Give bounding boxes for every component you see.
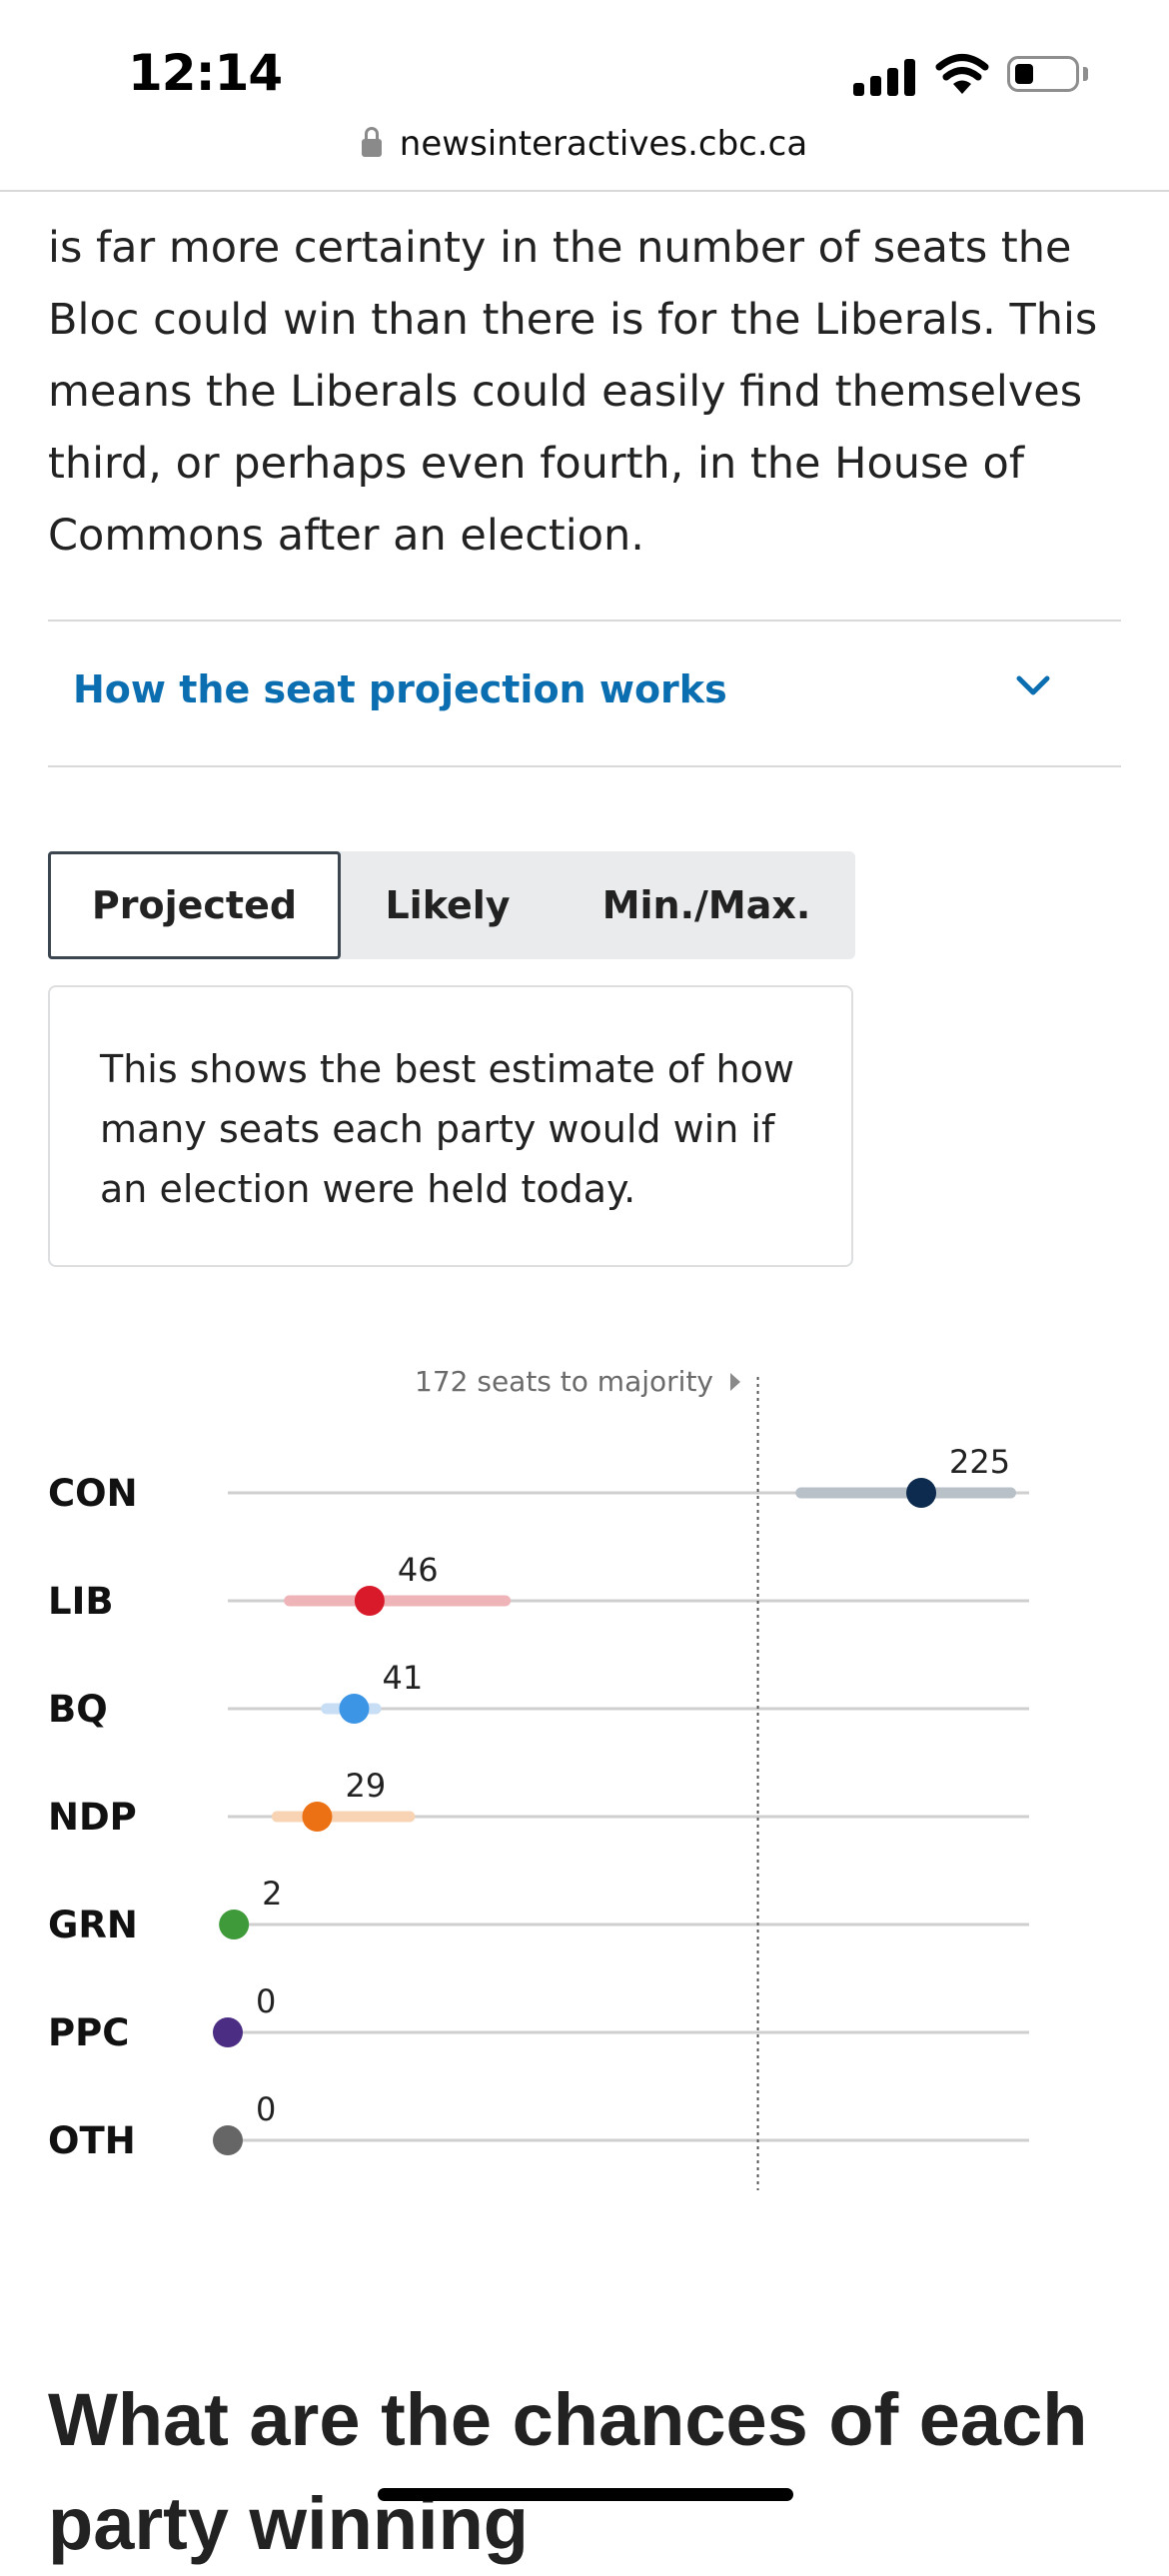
article-content: is far more certainty in the number of s… [48,190,1121,1267]
value-label-oth: 0 [256,2090,276,2128]
value-dot-con [906,1478,937,1508]
value-label-bq: 41 [382,1659,423,1697]
party-label-con: CON [48,1472,138,1515]
value-label-lib: 46 [398,1551,439,1589]
tab-likely[interactable]: Likely [385,883,511,927]
party-label-bq: BQ [48,1688,108,1731]
seat-projection-accordion[interactable]: How the seat projection works [48,620,1121,767]
chevron-down-icon [1016,675,1050,695]
article-paragraph: is far more certainty in the number of s… [48,223,1098,561]
section-heading: What are the chances of each party winni… [48,2378,1088,2565]
accordion-title: How the seat projection works [73,667,727,711]
value-label-ndp: 29 [345,1767,386,1805]
tab-projected[interactable]: Projected [48,851,341,959]
address-bar[interactable]: newsinteractives.cbc.ca [0,124,1169,164]
battery-icon [1007,56,1079,92]
party-label-ndp: NDP [48,1796,137,1839]
wifi-icon [935,54,989,94]
tab-min-max[interactable]: Min./Max. [601,883,811,927]
status-bar: 12:14 newsinteractives.cbc.ca [0,0,1169,192]
party-label-grn: GRN [48,1904,138,1946]
value-label-con: 225 [949,1443,1010,1481]
value-dot-ppc [213,2017,243,2047]
majority-label: 172 seats to majority [415,1365,713,1398]
lock-icon [361,127,382,157]
triangle-right-icon [730,1373,740,1391]
battery-tip-icon [1083,67,1088,81]
value-label-ppc: 0 [256,1982,276,2020]
url-text: newsinteractives.cbc.ca [399,124,808,164]
home-indicator [378,2488,793,2501]
party-label-lib: LIB [48,1580,114,1623]
party-label-ppc: PPC [48,2011,129,2054]
view-tabs: Projected Likely Min./Max. [48,851,855,959]
seat-projection-chart: 172 seats to majority CON 225 LIB 46 BQ 41 NDP… [48,1365,1029,2190]
tab-description-box: This shows the best estimate of how many… [48,985,853,1267]
value-dot-lib [354,1586,385,1616]
party-label-oth: OTH [48,2119,136,2162]
value-dot-grn [219,1910,250,1939]
value-label-grn: 2 [262,1875,282,1913]
value-dot-ndp [302,1802,333,1832]
tab-description: This shows the best estimate of how many… [100,1047,794,1211]
value-dot-oth [213,2125,243,2155]
status-time: 12:14 [128,44,283,102]
signal-icon [853,56,917,96]
value-dot-bq [339,1694,370,1724]
